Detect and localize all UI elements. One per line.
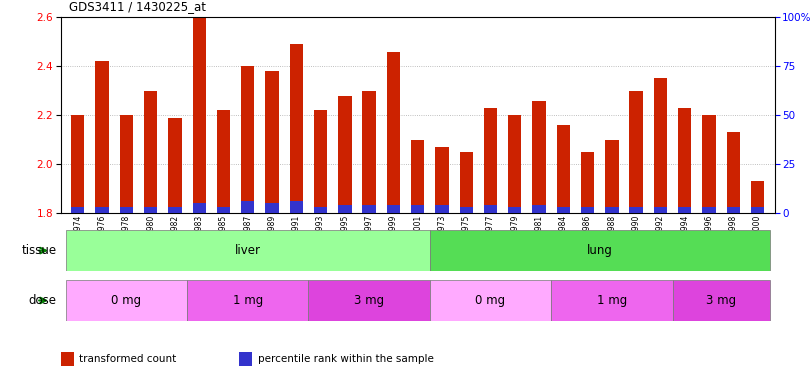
Bar <box>532 205 546 213</box>
Bar <box>96 61 109 213</box>
Bar <box>192 204 206 213</box>
Bar <box>460 207 473 213</box>
Bar <box>551 280 672 321</box>
Bar <box>168 207 182 213</box>
Text: liver: liver <box>234 244 261 257</box>
Bar <box>363 91 375 213</box>
Bar <box>144 207 157 213</box>
Bar <box>629 91 643 213</box>
Bar <box>71 115 84 213</box>
Bar <box>338 96 351 213</box>
Bar <box>727 207 740 213</box>
Bar <box>241 66 255 213</box>
Bar <box>654 78 667 213</box>
Bar <box>629 207 643 213</box>
Text: transformed count: transformed count <box>79 354 177 364</box>
Bar <box>168 118 182 213</box>
Text: tissue: tissue <box>22 244 57 257</box>
Bar <box>192 17 206 213</box>
Text: dose: dose <box>28 294 57 307</box>
Bar <box>532 101 546 213</box>
Bar <box>672 280 770 321</box>
Bar <box>338 205 351 213</box>
Bar <box>120 207 133 213</box>
Bar <box>556 125 570 213</box>
Text: 3 mg: 3 mg <box>354 294 384 307</box>
Bar <box>484 108 497 213</box>
Text: 0 mg: 0 mg <box>111 294 141 307</box>
Bar <box>411 205 424 213</box>
Bar <box>187 280 308 321</box>
Bar <box>430 230 770 271</box>
Bar <box>290 44 303 213</box>
Bar <box>66 280 187 321</box>
Bar <box>71 207 84 213</box>
Bar <box>265 204 279 213</box>
Text: lung: lung <box>587 244 612 257</box>
Bar <box>314 207 328 213</box>
Bar <box>727 132 740 213</box>
Bar <box>484 205 497 213</box>
Text: percentile rank within the sample: percentile rank within the sample <box>258 354 434 364</box>
Text: 0 mg: 0 mg <box>475 294 505 307</box>
Bar <box>436 147 448 213</box>
Bar <box>217 110 230 213</box>
Bar <box>654 207 667 213</box>
Bar <box>411 140 424 213</box>
Bar <box>120 115 133 213</box>
Bar <box>387 51 400 213</box>
Bar <box>387 205 400 213</box>
Bar <box>581 207 594 213</box>
Bar <box>61 352 74 366</box>
Bar <box>556 207 570 213</box>
Bar <box>605 140 619 213</box>
Bar <box>66 230 430 271</box>
Bar <box>436 205 448 213</box>
Text: 3 mg: 3 mg <box>706 294 736 307</box>
Bar <box>430 280 551 321</box>
Text: GDS3411 / 1430225_at: GDS3411 / 1430225_at <box>69 0 206 13</box>
Bar <box>508 207 521 213</box>
Text: 1 mg: 1 mg <box>233 294 263 307</box>
Bar <box>144 91 157 213</box>
Bar <box>678 108 691 213</box>
Bar <box>363 205 375 213</box>
Bar <box>678 207 691 213</box>
Bar <box>751 207 764 213</box>
Bar <box>239 352 252 366</box>
Bar <box>241 201 255 213</box>
Bar <box>751 181 764 213</box>
Bar <box>217 207 230 213</box>
Bar <box>702 207 715 213</box>
Bar <box>508 115 521 213</box>
Bar <box>96 207 109 213</box>
Bar <box>702 115 715 213</box>
Bar <box>314 110 328 213</box>
Bar <box>265 71 279 213</box>
Bar <box>460 152 473 213</box>
Bar <box>308 280 430 321</box>
Text: 1 mg: 1 mg <box>597 294 627 307</box>
Bar <box>581 152 594 213</box>
Bar <box>290 201 303 213</box>
Bar <box>605 207 619 213</box>
